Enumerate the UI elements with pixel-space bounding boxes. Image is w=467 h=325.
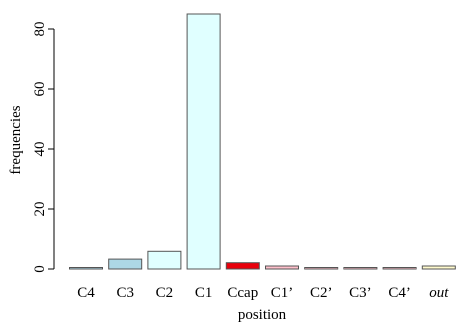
y-tick-label: 0 [32, 265, 48, 273]
bar-c1 [186, 13, 221, 270]
bar-c1 [265, 265, 299, 270]
y-tick-label: 20 [32, 202, 48, 217]
y-tick-label: 40 [32, 142, 48, 157]
x-tick-label: C1 [195, 285, 213, 301]
bar-out [421, 265, 456, 270]
bar-c4 [382, 267, 417, 270]
bar-c2 [147, 250, 182, 270]
x-tick-label: C2 [156, 285, 174, 301]
x-tick-label: C3 [116, 285, 134, 301]
bar-c4 [69, 267, 103, 270]
bar-c3 [343, 267, 378, 270]
x-tick-label: C3’ [349, 285, 372, 301]
y-tick-label: 80 [32, 22, 48, 37]
x-tick-label: C4’ [388, 285, 411, 301]
x-tick-label: C1’ [271, 285, 294, 301]
bar-c3 [108, 258, 143, 270]
y-axis-title: frequencies [8, 105, 24, 174]
x-tick-label: Ccap [227, 285, 258, 301]
bar-c2 [304, 267, 339, 270]
y-axis: 0 20 40 60 80 [32, 22, 55, 273]
x-tick-label: C2’ [310, 285, 333, 301]
y-tick-label: 60 [32, 82, 48, 97]
x-tick-label: out [429, 285, 449, 301]
bar-ccap [225, 262, 260, 270]
x-tick-label: C4 [77, 285, 95, 301]
x-axis-title: position [238, 307, 287, 323]
x-axis-labels: C4 C3 C2 C1 Ccap C1’ C2’ C3’ C4’ out [77, 285, 449, 301]
bars [69, 13, 456, 270]
